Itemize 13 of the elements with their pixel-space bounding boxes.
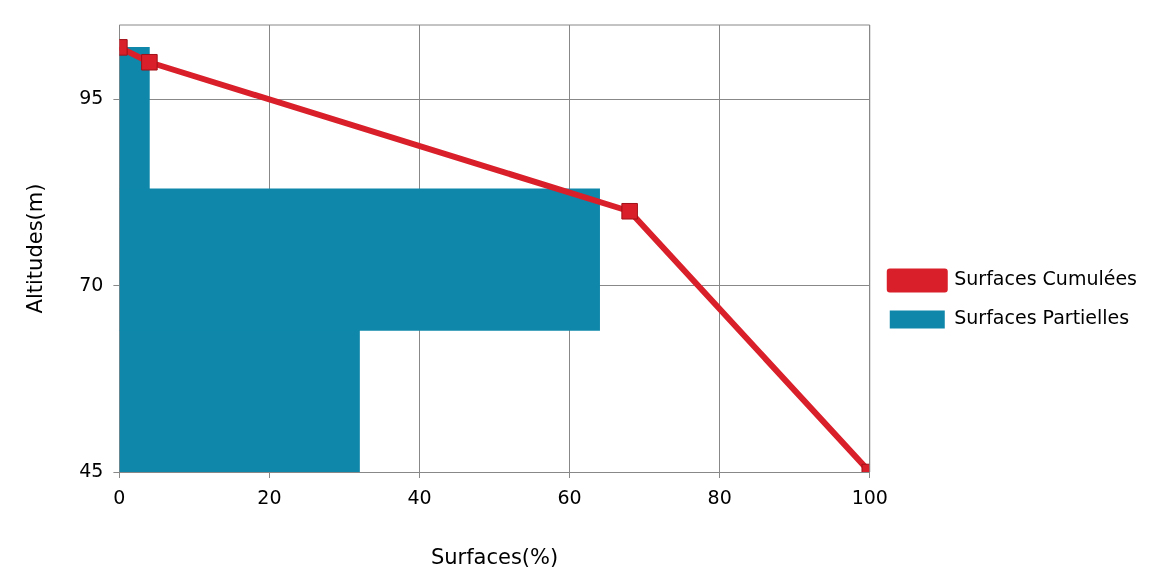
x-tick-label: 100 <box>851 486 888 509</box>
x-tick-label: 0 <box>113 486 126 509</box>
y-tick-label: 95 <box>79 86 104 109</box>
x-tick-label: 20 <box>257 486 282 509</box>
y-tick-label: 70 <box>79 272 104 295</box>
x-axis-title: Surfaces(%) <box>430 544 559 569</box>
legend-label: Surfaces Cumulées <box>954 267 1138 290</box>
x-tick-label: 60 <box>557 486 582 509</box>
x-tick-label: 80 <box>707 486 732 509</box>
x-tick-label: 40 <box>407 486 432 509</box>
legend-label: Surfaces Partielles <box>954 306 1130 329</box>
y-axis-title: Altitudes(m) <box>23 183 48 314</box>
y-tick-label: 45 <box>79 458 104 481</box>
